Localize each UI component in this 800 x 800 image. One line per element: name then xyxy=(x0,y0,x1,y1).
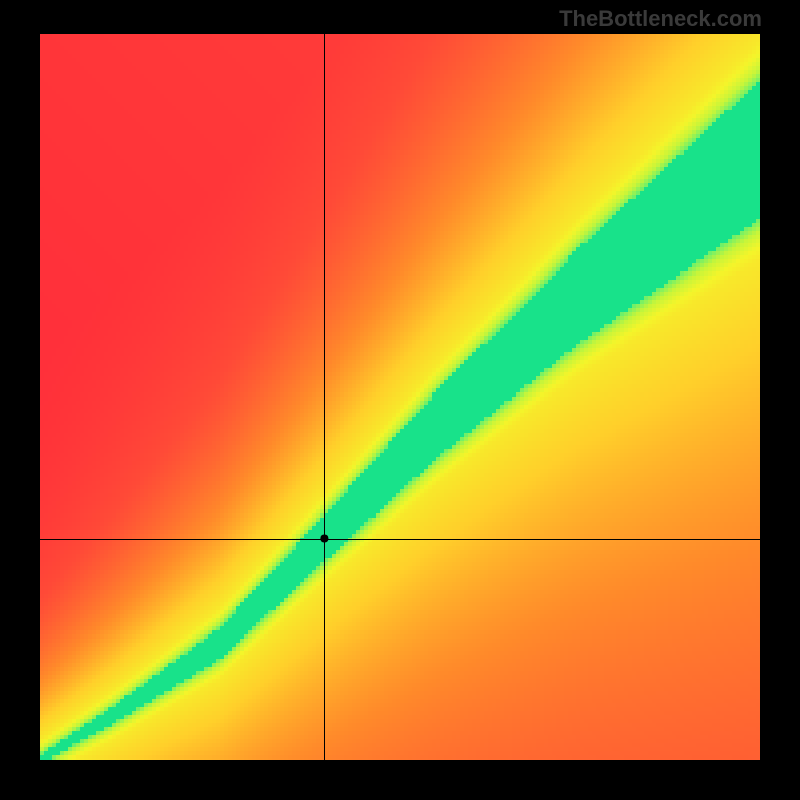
chart-container: TheBottleneck.com xyxy=(0,0,800,800)
bottleneck-heatmap xyxy=(40,34,760,760)
watermark-text: TheBottleneck.com xyxy=(559,6,762,32)
